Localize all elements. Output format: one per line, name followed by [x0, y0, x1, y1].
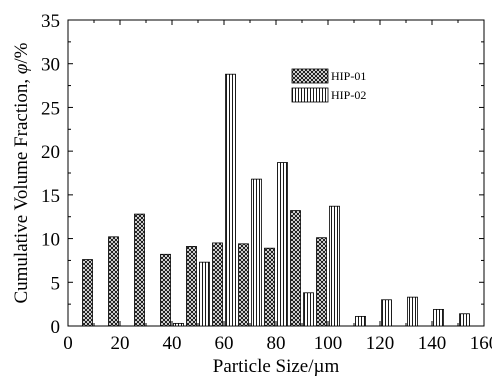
- x-axis-title: Particle Size/µm: [213, 356, 340, 376]
- bar-hip-01-4: [186, 246, 197, 327]
- bar-hip-01-6: [238, 243, 249, 327]
- bar-hip-01-9: [316, 237, 327, 327]
- y-axis-title-symbol: φ: [11, 64, 32, 75]
- y-tick-label-25: 25: [41, 98, 60, 119]
- x-tick-label-20: 20: [111, 333, 130, 354]
- plot-area-border: [67, 19, 485, 327]
- y-tick-label-10: 10: [41, 230, 60, 251]
- y-axis-ticks: 0 5 10 15 20 25 30 35: [41, 11, 484, 338]
- y-axis-title-suffix: /%: [11, 42, 32, 63]
- legend-label-hip-01: HIP-01: [331, 69, 366, 83]
- legend-swatch-hip-01: [291, 68, 329, 84]
- legend-label-hip-02: HIP-02: [331, 88, 366, 102]
- bar-hip-01-3: [160, 253, 171, 327]
- y-tick-label-30: 30: [41, 55, 60, 76]
- x-tick-label-120: 120: [366, 333, 395, 354]
- legend-swatch-hip-02: [291, 87, 329, 103]
- bar-hip-01-1: [108, 236, 119, 327]
- bar-hip-02-3: [251, 178, 262, 327]
- bar-hip-01-8: [290, 210, 301, 327]
- bar-hip-02-7: [355, 315, 366, 327]
- x-tick-label-40: 40: [163, 333, 182, 354]
- x-axis-ticks: 0 20 40 60 80 100 120 140 160: [63, 20, 492, 354]
- bar-hip-02-4: [277, 162, 288, 327]
- y-axis-title-prefix: Cumulative Volume Fraction,: [11, 74, 32, 303]
- bar-hip-02-11: [459, 313, 470, 327]
- x-tick-label-80: 80: [267, 333, 286, 354]
- bar-hip-02-10: [433, 308, 444, 327]
- bar-hip-02-9: [407, 296, 418, 327]
- x-tick-label-160: 160: [470, 333, 492, 354]
- plot-frame: [67, 19, 485, 327]
- bar-hip-01-7: [264, 247, 275, 327]
- y-tick-label-35: 35: [41, 11, 60, 32]
- bar-hip-02-0: [173, 322, 184, 327]
- y-tick-label-20: 20: [41, 142, 60, 163]
- x-tick-label-100: 100: [314, 333, 343, 354]
- y-tick-label-5: 5: [51, 273, 61, 294]
- y-axis-title: Cumulative Volume Fraction, φ/%: [11, 42, 32, 303]
- bar-hip-01-5: [212, 242, 223, 327]
- bar-hip-02-5: [303, 292, 314, 327]
- x-tick-label-140: 140: [418, 333, 447, 354]
- bar-hip-02-2: [225, 73, 236, 327]
- x-tick-label-60: 60: [215, 333, 234, 354]
- x-tick-label-0: 0: [63, 333, 73, 354]
- y-tick-label-15: 15: [41, 186, 60, 207]
- bars-group: [82, 73, 470, 327]
- bar-hip-02-1: [199, 261, 210, 327]
- bar-hip-02-6: [329, 205, 340, 327]
- legend: HIP-01 HIP-02: [291, 68, 366, 103]
- bar-hip-02-8: [381, 299, 392, 327]
- bar-hip-01-2: [134, 213, 145, 327]
- bar-hip-01-0: [82, 259, 93, 327]
- y-tick-label-0: 0: [51, 317, 61, 338]
